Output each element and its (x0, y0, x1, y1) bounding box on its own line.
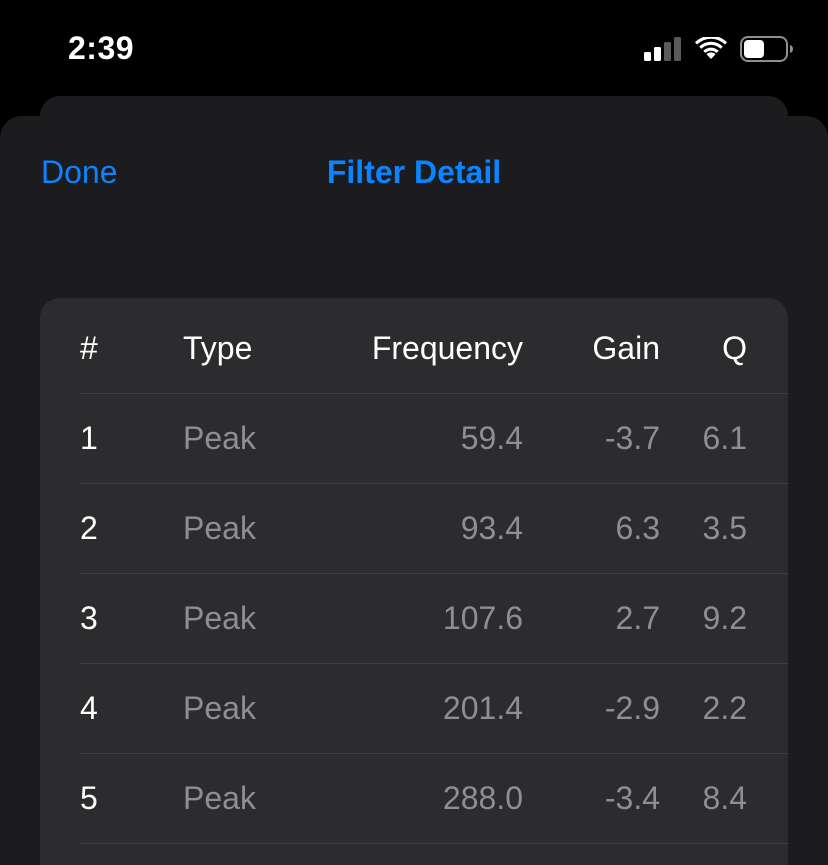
header-num: # (80, 330, 98, 366)
status-bar: 2:39 (0, 0, 828, 96)
row-gain: -2.9 (604, 690, 660, 726)
table-row[interactable]: 5 Peak 288.0 -3.4 8.4 (80, 753, 788, 844)
row-type: Peak (183, 510, 256, 546)
table-row[interactable]: 4 Peak 201.4 -2.9 2.2 (80, 663, 788, 754)
row-q: 3.5 (702, 510, 747, 546)
row-q: 9.2 (702, 600, 747, 636)
row-q: 2.2 (702, 690, 747, 726)
row-type: Peak (183, 690, 256, 726)
cellular-signal-icon (644, 37, 681, 61)
row-num: 4 (80, 690, 98, 726)
row-type: Peak (183, 420, 256, 456)
row-gain: -3.7 (604, 420, 660, 456)
row-type: Peak (183, 600, 256, 636)
header-type: Type (183, 330, 253, 366)
row-frequency: 107.6 (442, 600, 523, 636)
row-q: 8.4 (702, 780, 747, 816)
row-gain: 2.7 (615, 600, 660, 636)
status-time: 2:39 (68, 30, 135, 66)
table-row[interactable]: 2 Peak 93.4 6.3 3.5 (80, 483, 788, 574)
row-num: 2 (80, 510, 98, 546)
done-button[interactable]: Done (41, 154, 118, 190)
row-frequency: 59.4 (460, 420, 523, 456)
table-row[interactable]: 1 Peak 59.4 -3.7 6.1 (80, 393, 788, 484)
status-icons (644, 36, 794, 62)
table-header-row: # Type Frequency Gain Q (80, 303, 788, 394)
row-num: 3 (80, 600, 98, 636)
page-title: Filter Detail (326, 154, 502, 190)
row-gain: -3.4 (604, 780, 660, 816)
row-q: 6.1 (702, 420, 747, 456)
filter-table: # Type Frequency Gain Q 1 Peak 59.4 -3.7… (40, 298, 788, 865)
battery-icon (740, 36, 793, 62)
row-frequency: 201.4 (442, 690, 523, 726)
row-num: 5 (80, 780, 98, 816)
row-num: 1 (80, 420, 98, 456)
row-gain: 6.3 (615, 510, 660, 546)
header-frequency: Frequency (371, 330, 523, 366)
header-q: Q (722, 330, 747, 366)
wifi-icon (695, 37, 727, 59)
table-row[interactable]: 3 Peak 107.6 2.7 9.2 (80, 573, 788, 664)
row-type: Peak (183, 780, 256, 816)
header-gain: Gain (592, 330, 660, 366)
row-frequency: 93.4 (460, 510, 523, 546)
row-frequency: 288.0 (442, 780, 523, 816)
